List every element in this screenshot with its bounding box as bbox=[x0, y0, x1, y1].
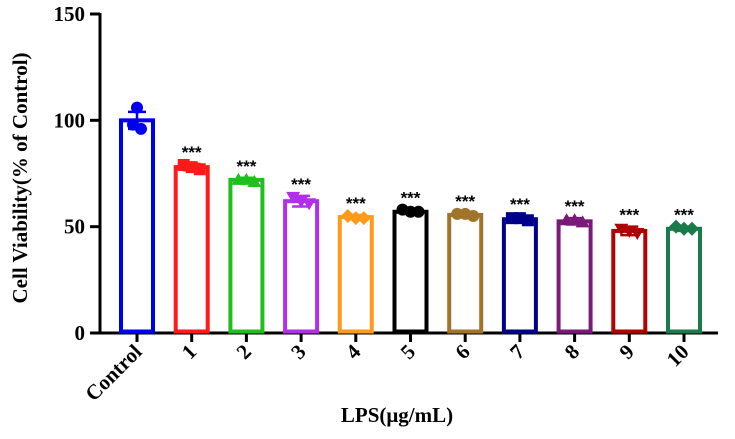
significance-label: *** bbox=[236, 157, 256, 176]
bar bbox=[611, 228, 648, 334]
data-point bbox=[348, 211, 363, 226]
x-tick-label: 6 bbox=[450, 340, 474, 364]
significance-label: *** bbox=[674, 206, 694, 225]
y-axis-title: Cell Viability(% of Control) bbox=[8, 52, 32, 303]
data-point bbox=[521, 214, 534, 227]
bar bbox=[392, 209, 429, 334]
data-point bbox=[131, 101, 143, 114]
data-point bbox=[286, 191, 301, 204]
significance-labels: *** *** *** *** *** *** *** *** *** *** bbox=[182, 143, 695, 225]
bars bbox=[119, 110, 702, 334]
significance-label: *** bbox=[565, 197, 585, 216]
x-tick-label: 9 bbox=[614, 340, 638, 364]
significance-label: *** bbox=[346, 194, 366, 213]
data-point bbox=[630, 228, 645, 241]
data-point bbox=[412, 205, 425, 218]
x-tick-label: 8 bbox=[560, 340, 584, 364]
data-point bbox=[302, 198, 317, 211]
data-point bbox=[467, 210, 480, 223]
x-tick-label: 4 bbox=[341, 339, 366, 364]
bar bbox=[337, 215, 374, 334]
x-tick-label: 5 bbox=[396, 340, 420, 364]
bar bbox=[119, 118, 155, 334]
significance-label: *** bbox=[291, 175, 311, 194]
data-point bbox=[685, 221, 699, 236]
significance-label: *** bbox=[401, 189, 421, 208]
y-tick-label: 100 bbox=[54, 108, 86, 132]
bar bbox=[556, 219, 593, 334]
x-tick-label: Control bbox=[80, 339, 146, 405]
data-point bbox=[193, 163, 206, 176]
data-point bbox=[239, 172, 254, 185]
y-tick-label: 50 bbox=[64, 215, 85, 239]
significance-label: *** bbox=[455, 192, 475, 211]
significance-label: *** bbox=[182, 143, 202, 162]
data-points bbox=[127, 101, 699, 241]
significance-label: *** bbox=[510, 195, 530, 214]
data-point bbox=[247, 175, 262, 188]
data-point bbox=[677, 221, 691, 236]
bar bbox=[666, 226, 702, 334]
x-tick-label: 3 bbox=[286, 340, 310, 364]
bar bbox=[283, 199, 320, 334]
y-axis: 0 50 100 150 bbox=[54, 2, 102, 345]
bar bbox=[501, 217, 538, 334]
bar bbox=[228, 177, 265, 334]
x-tick-label: 2 bbox=[232, 340, 256, 364]
x-tick-label: 7 bbox=[505, 340, 529, 364]
x-tick-label: 1 bbox=[177, 340, 201, 364]
significance-label: *** bbox=[619, 206, 639, 225]
data-point bbox=[356, 211, 371, 226]
x-axis: Control 1 2 3 4 5 6 7 8 9 10 bbox=[80, 331, 718, 406]
data-point bbox=[135, 122, 147, 135]
x-tick-label: 10 bbox=[662, 340, 694, 372]
bar bbox=[173, 165, 210, 334]
y-tick-label: 150 bbox=[54, 2, 86, 26]
y-tick-label: 0 bbox=[75, 321, 86, 345]
data-point bbox=[575, 215, 590, 228]
data-point bbox=[567, 213, 582, 226]
bar bbox=[447, 212, 484, 334]
x-axis-title: LPS(μg/mL) bbox=[341, 403, 453, 427]
